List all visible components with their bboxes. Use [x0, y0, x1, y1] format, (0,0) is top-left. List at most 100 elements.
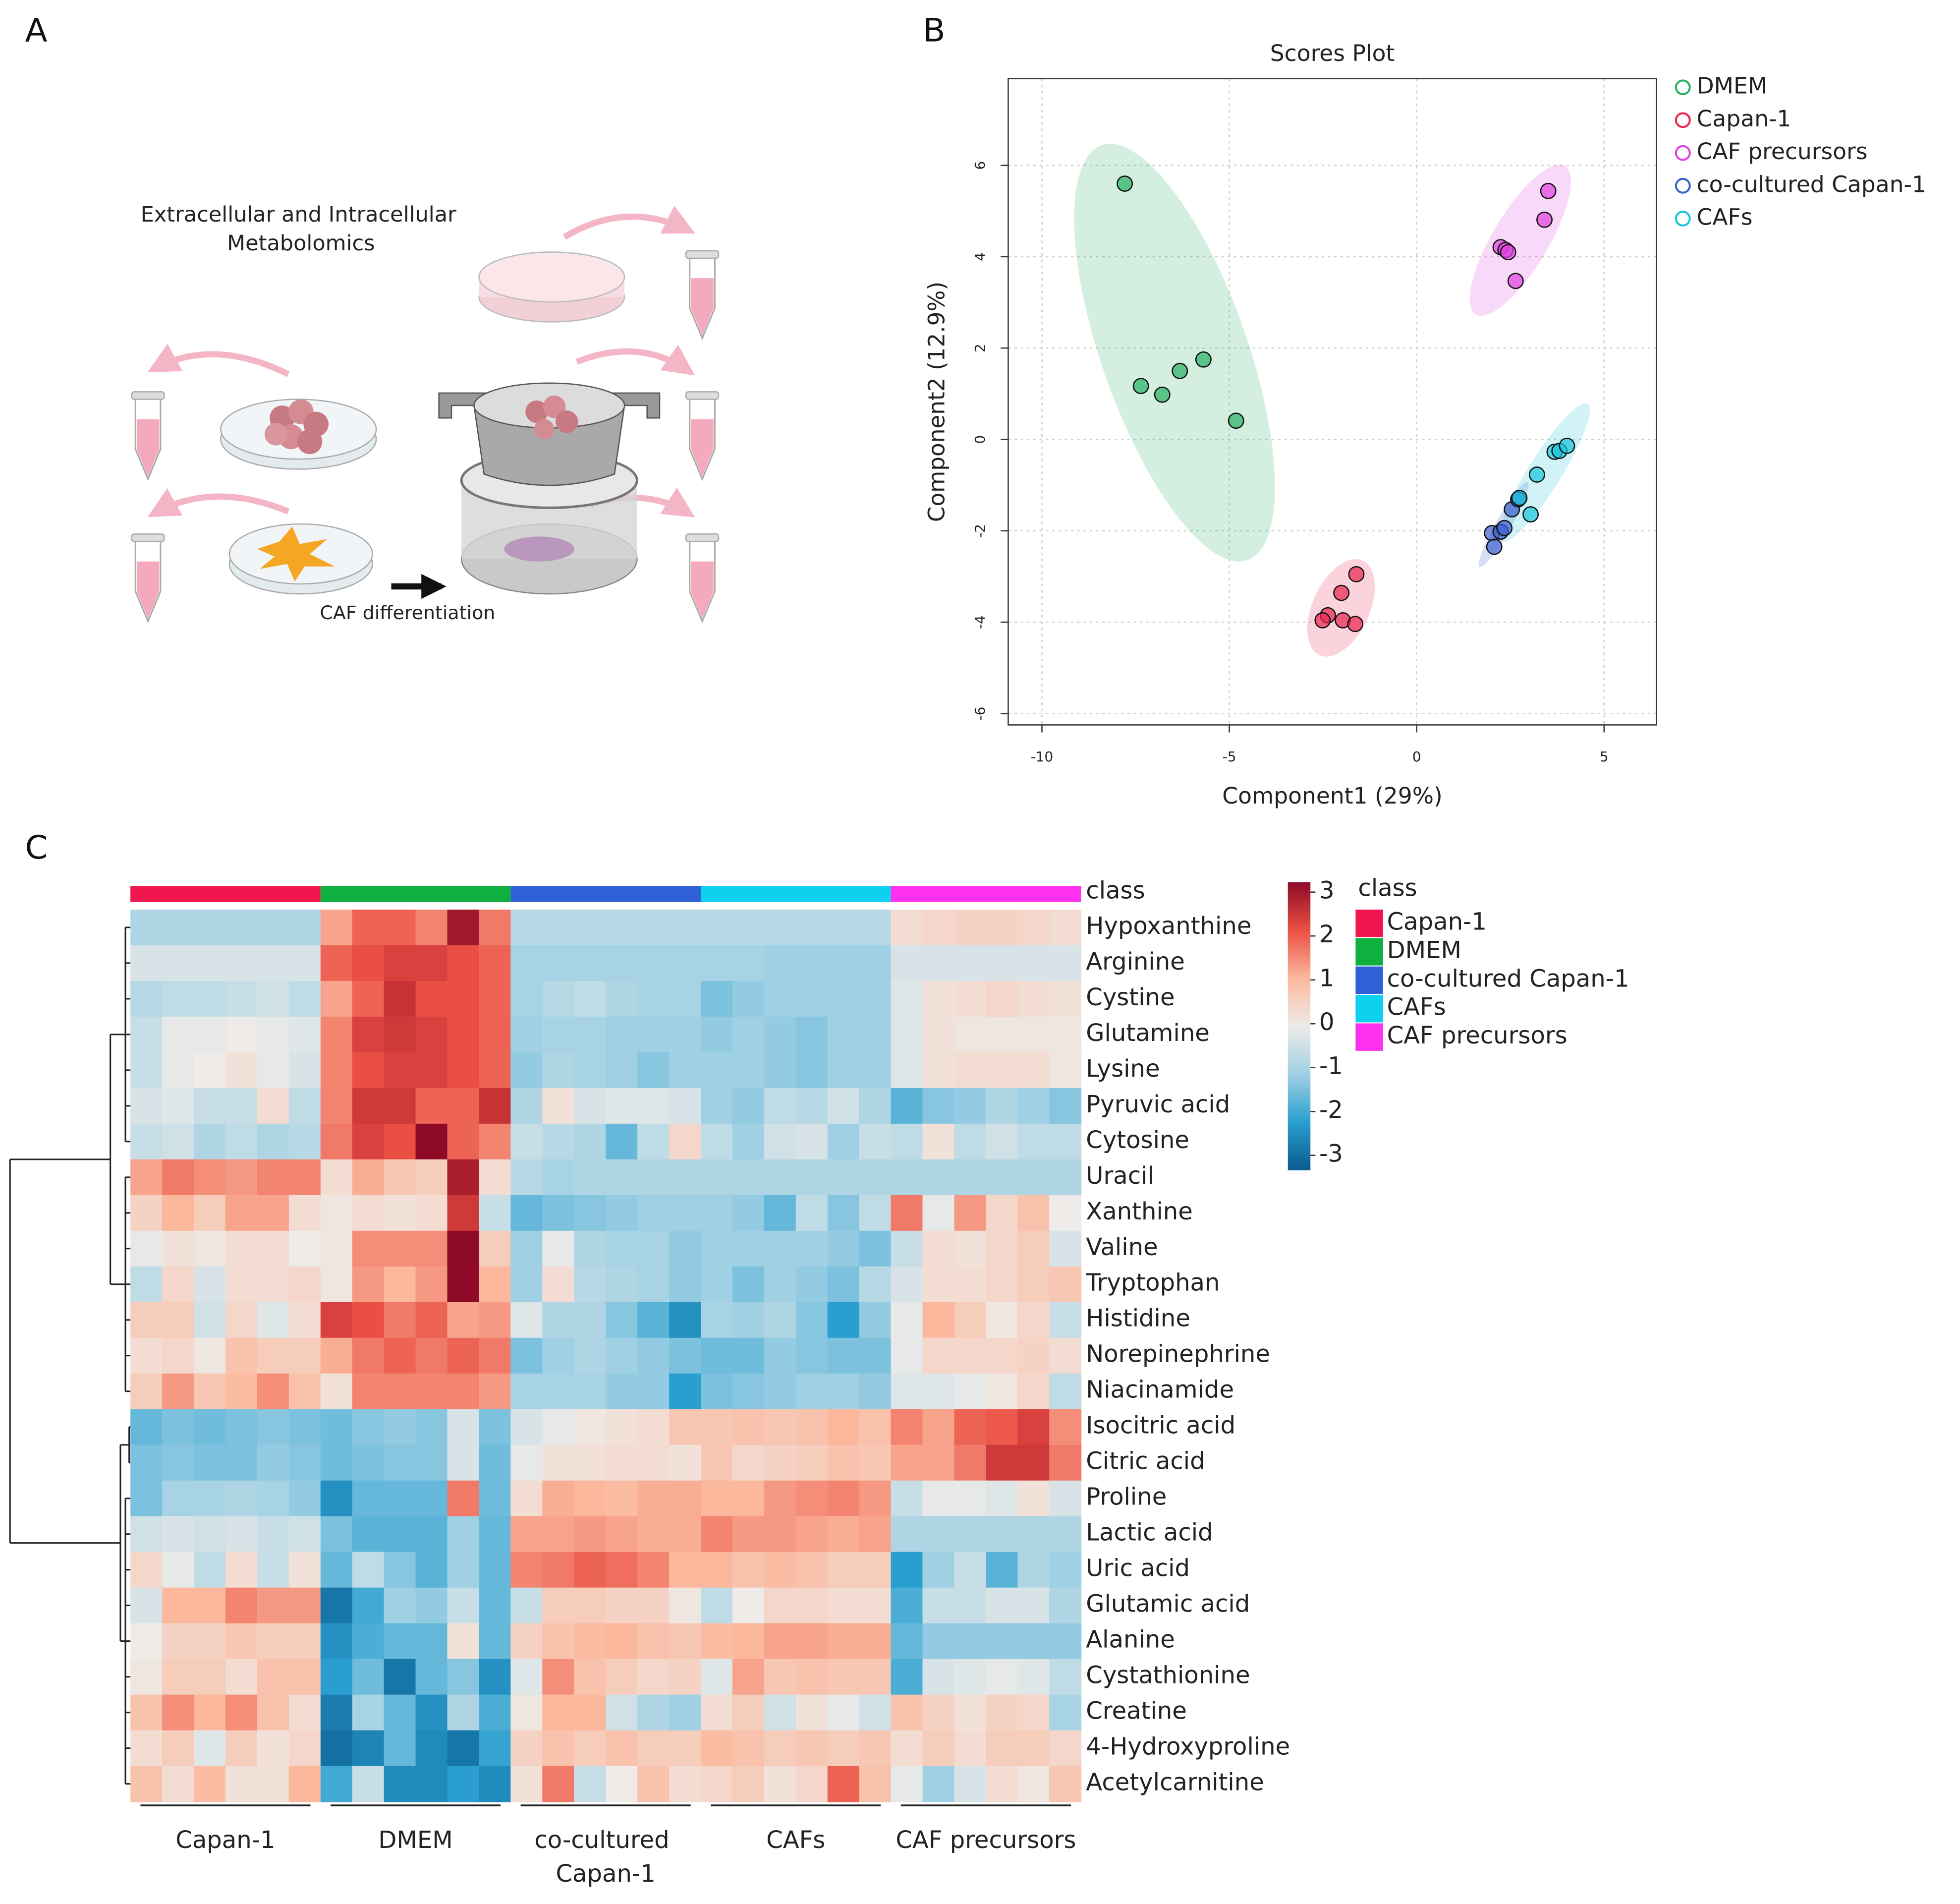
x-axis-label: Component1 (29%)	[1222, 783, 1442, 809]
point	[1500, 244, 1516, 261]
cell	[637, 1088, 670, 1124]
cell	[1017, 1230, 1050, 1267]
cell	[225, 1587, 258, 1624]
cell	[732, 1694, 765, 1731]
cell	[130, 1337, 163, 1374]
plot-frame	[1008, 78, 1657, 726]
cell	[922, 1552, 955, 1588]
cell	[288, 1444, 321, 1481]
cell	[669, 1302, 701, 1338]
cell	[510, 1444, 543, 1481]
cell	[827, 1088, 860, 1124]
cell	[257, 1659, 289, 1695]
cell	[447, 1052, 480, 1089]
cell	[479, 1730, 511, 1767]
cell	[859, 1230, 892, 1267]
cell	[637, 1444, 670, 1481]
cell	[922, 1587, 955, 1624]
cell	[732, 1123, 765, 1160]
cell	[1017, 1694, 1050, 1731]
cell	[1017, 1587, 1050, 1624]
cell	[479, 1480, 511, 1517]
cell	[447, 1195, 480, 1231]
cell	[130, 909, 163, 946]
legend-swatch	[1355, 938, 1384, 966]
cell	[700, 1552, 733, 1588]
cell	[764, 1123, 796, 1160]
cell	[510, 909, 543, 946]
cell	[510, 1016, 543, 1053]
row-label: Citric acid	[1086, 1447, 1205, 1475]
cell	[479, 1088, 511, 1124]
cell	[352, 1730, 385, 1767]
cell	[606, 1587, 638, 1624]
cell	[447, 1694, 480, 1731]
row-label: Cytosine	[1086, 1126, 1189, 1154]
cell	[288, 1230, 321, 1267]
cell	[954, 1444, 987, 1481]
cell	[1049, 1302, 1082, 1338]
cell	[257, 1552, 289, 1588]
cell	[194, 1766, 226, 1802]
cell	[827, 1337, 860, 1374]
cell	[288, 945, 321, 981]
cell	[1049, 981, 1082, 1017]
cell	[162, 1016, 195, 1053]
tube	[685, 250, 720, 339]
cell	[795, 1587, 828, 1624]
cell	[447, 1730, 480, 1767]
cell	[225, 1480, 258, 1517]
cell	[384, 981, 416, 1017]
cell	[732, 1016, 765, 1053]
cell	[162, 1409, 195, 1445]
cell	[574, 1088, 607, 1124]
cell	[194, 1587, 226, 1624]
cell	[479, 1123, 511, 1160]
cell	[320, 1373, 353, 1410]
cell	[859, 1766, 892, 1802]
cell	[637, 1552, 670, 1588]
cell	[954, 909, 987, 946]
cell	[795, 981, 828, 1017]
cell	[606, 1409, 638, 1445]
transwell	[438, 382, 661, 595]
cell	[922, 981, 955, 1017]
cell	[827, 1730, 860, 1767]
cell	[732, 1337, 765, 1374]
cell	[225, 1623, 258, 1660]
cell	[162, 1266, 195, 1303]
cell	[415, 1337, 448, 1374]
cell	[257, 1516, 289, 1553]
cell	[225, 1337, 258, 1374]
cell	[574, 1552, 607, 1588]
confidence-ellipse	[1074, 143, 1275, 562]
caf-dish	[228, 523, 373, 595]
cell	[669, 1016, 701, 1053]
legend-label: CAF precursors	[1387, 1022, 1568, 1049]
cell	[288, 981, 321, 1017]
cell	[320, 1766, 353, 1802]
y-tick-label: 2	[972, 344, 988, 352]
cell	[637, 1195, 670, 1231]
cell	[764, 1587, 796, 1624]
cell	[891, 1766, 923, 1802]
cell	[225, 1159, 258, 1196]
cell	[194, 981, 226, 1017]
cell	[922, 1159, 955, 1196]
class-bar	[891, 886, 1081, 902]
cell	[1049, 909, 1082, 946]
cell	[859, 1480, 892, 1517]
cell	[891, 945, 923, 981]
cell	[1017, 1052, 1050, 1089]
cell	[384, 1016, 416, 1053]
cell	[479, 1552, 511, 1588]
cell	[225, 1444, 258, 1481]
cell	[288, 1337, 321, 1374]
cell	[795, 1694, 828, 1731]
cell	[954, 1159, 987, 1196]
cell	[542, 1052, 575, 1089]
cell	[352, 1409, 385, 1445]
cell	[986, 1623, 1018, 1660]
point	[1314, 612, 1331, 629]
